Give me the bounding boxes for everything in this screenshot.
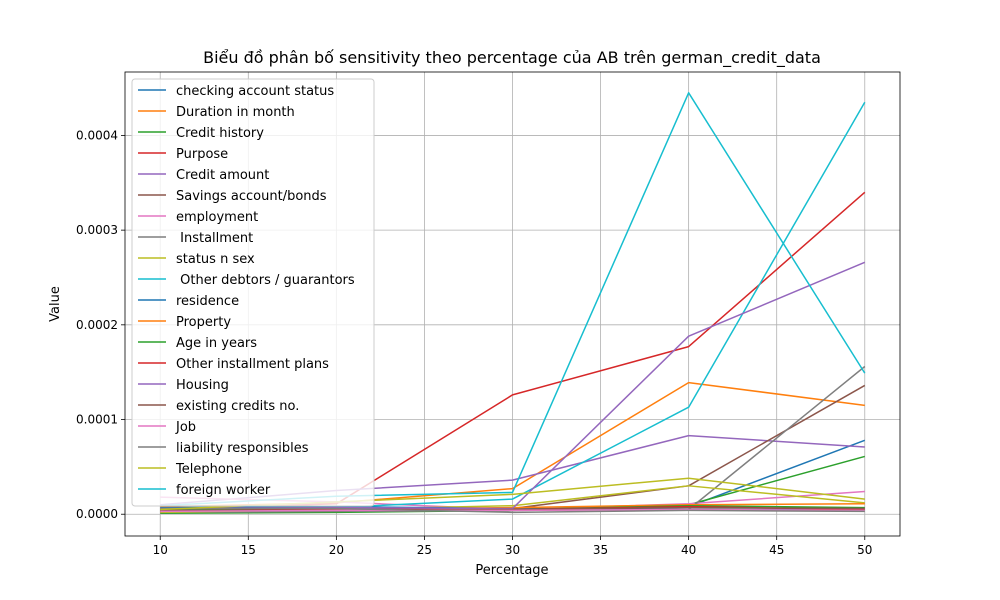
legend-label-3: Purpose bbox=[176, 147, 228, 162]
x-tick-label: 40 bbox=[681, 543, 696, 557]
y-tick-label: 0.0004 bbox=[76, 128, 118, 142]
legend-label-19: foreign worker bbox=[176, 483, 271, 498]
legend-label-15: existing credits no. bbox=[176, 399, 299, 414]
x-tick-label: 35 bbox=[593, 543, 608, 557]
legend-label-2: Credit history bbox=[176, 126, 264, 141]
y-axis-title: Value bbox=[48, 286, 63, 322]
x-axis-ticks: 10 15 20 25 30 35 40 45 50 bbox=[153, 536, 872, 557]
legend-label-11: Property bbox=[176, 315, 231, 330]
legend-label-14: Housing bbox=[176, 378, 229, 393]
x-tick-label: 45 bbox=[769, 543, 784, 557]
legend-label-10: residence bbox=[176, 294, 239, 309]
legend-label-12: Age in years bbox=[176, 336, 257, 351]
y-tick-label: 0.0002 bbox=[76, 318, 118, 332]
legend-label-8: status n sex bbox=[176, 252, 255, 267]
x-tick-label: 15 bbox=[241, 543, 256, 557]
legend-label-0: checking account status bbox=[176, 84, 334, 99]
x-axis-title: Percentage bbox=[475, 563, 548, 578]
legend-label-9: Other debtors / guarantors bbox=[176, 273, 355, 288]
y-tick-label: 0.0000 bbox=[76, 507, 118, 521]
legend-label-1: Duration in month bbox=[176, 105, 295, 120]
series-line-16 bbox=[160, 508, 865, 513]
legend-label-4: Credit amount bbox=[176, 168, 269, 183]
x-tick-label: 30 bbox=[505, 543, 520, 557]
legend-label-7: Installment bbox=[176, 231, 253, 246]
legend-label-17: liability responsibles bbox=[176, 441, 309, 456]
legend-label-13: Other installment plans bbox=[176, 357, 329, 372]
chart-title: Biểu đồ phân bố sensitivity theo percent… bbox=[203, 48, 821, 68]
y-tick-label: 0.0003 bbox=[76, 223, 118, 237]
series-line-17 bbox=[160, 507, 865, 514]
y-axis-ticks: 0.0000 0.0001 0.0002 0.0003 0.0004 bbox=[76, 128, 125, 521]
legend-box bbox=[131, 78, 375, 507]
x-tick-label: 10 bbox=[153, 543, 168, 557]
x-tick-label: 50 bbox=[857, 543, 872, 557]
legend-label-5: Savings account/bonds bbox=[176, 189, 327, 204]
x-tick-label: 20 bbox=[329, 543, 344, 557]
legend: checking account status Duration in month… bbox=[131, 78, 375, 507]
x-tick-label: 25 bbox=[417, 543, 432, 557]
legend-label-18: Telephone bbox=[175, 462, 242, 477]
legend-label-16: Job bbox=[175, 420, 196, 435]
y-tick-label: 0.0001 bbox=[76, 413, 118, 427]
legend-label-6: employment bbox=[176, 210, 258, 225]
